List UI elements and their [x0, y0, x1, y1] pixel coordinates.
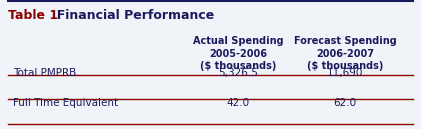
Text: Total PMPRB: Total PMPRB: [13, 68, 76, 78]
Text: Table 1: Table 1: [8, 9, 59, 22]
Text: Full Time Equivalent: Full Time Equivalent: [13, 98, 118, 108]
Text: 42.0: 42.0: [226, 98, 249, 108]
Text: 62.0: 62.0: [334, 98, 357, 108]
Text: Actual Spending
2005-2006
($ thousands): Actual Spending 2005-2006 ($ thousands): [192, 36, 283, 71]
Text: Forecast Spending
2006-2007
($ thousands): Forecast Spending 2006-2007 ($ thousands…: [294, 36, 397, 71]
Text: 5,326.5: 5,326.5: [218, 68, 258, 78]
Text: Financial Performance: Financial Performance: [48, 9, 215, 22]
Text: 11,690: 11,690: [327, 68, 363, 78]
